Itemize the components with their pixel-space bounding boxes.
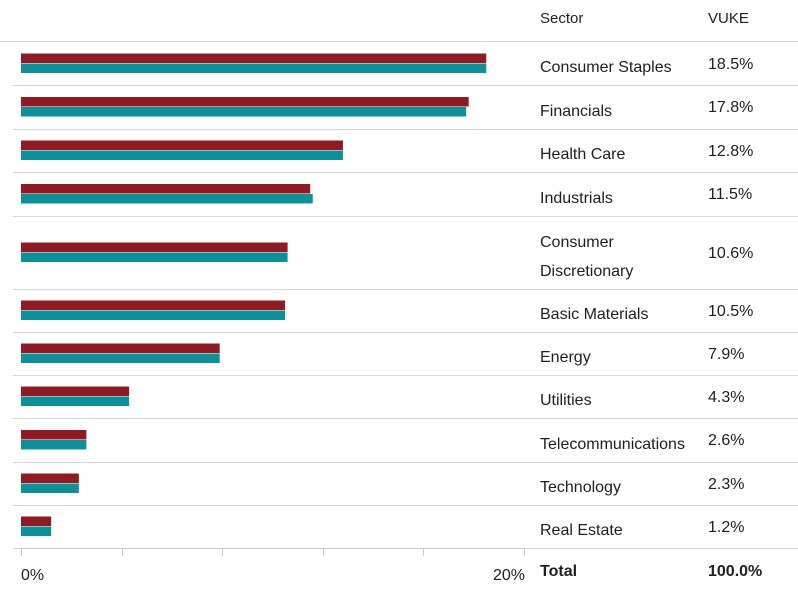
value-label: 10.5%	[708, 302, 754, 320]
bar-series-2-9	[21, 483, 79, 493]
bar-series-2-5	[21, 310, 286, 320]
value-label: 1.2%	[708, 518, 745, 536]
category-label-line: Financials	[540, 102, 613, 120]
value-label: 12.8%	[708, 142, 754, 160]
header-sector: Sector	[540, 10, 584, 27]
category-label: Industrials	[540, 184, 710, 213]
header-fund: VUKE	[708, 10, 749, 27]
bar-series-1-5	[21, 300, 286, 310]
value-label: 2.6%	[708, 432, 745, 449]
bar-series-1-2	[21, 140, 343, 150]
category-label-line: Telecommunications	[540, 435, 685, 453]
bar-series-1-10	[21, 516, 52, 526]
bar-series-2-6	[21, 353, 220, 363]
bar-series-1-0	[21, 53, 487, 63]
x-tick-label-max: 20%	[493, 567, 525, 584]
bar-series-2-4	[21, 252, 288, 262]
category-label: Utilities	[540, 386, 710, 415]
value-label: 10.6%	[708, 244, 754, 262]
bar-series-1-4	[21, 242, 288, 252]
bar-series-2-1	[21, 107, 467, 117]
bar-series-1-1	[21, 97, 469, 107]
category-label-line: Consumer	[540, 233, 614, 251]
category-label: Basic Materials	[540, 300, 710, 329]
category-label-line: Real Estate	[540, 522, 623, 539]
bar-series-1-3	[21, 184, 311, 194]
bar-series-1-7	[21, 386, 130, 396]
bar-series-1-8	[21, 430, 87, 440]
value-label: 17.8%	[708, 99, 754, 116]
value-label: 18.5%	[708, 55, 754, 73]
bar-series-2-2	[21, 150, 343, 160]
category-label: Consumer Discretionary	[540, 228, 710, 286]
value-label: 4.3%	[708, 388, 745, 406]
category-label-line: Basic Materials	[540, 306, 649, 323]
value-label: 2.3%	[708, 475, 745, 493]
category-label-line: Utilities	[540, 392, 592, 409]
value-label: 11.5%	[708, 186, 753, 203]
bar-series-1-9	[21, 473, 79, 483]
category-label: Telecommunications	[540, 430, 710, 459]
category-label-line: Energy	[540, 349, 591, 366]
category-label: Health Care	[540, 140, 710, 169]
category-label: Technology	[540, 473, 710, 502]
category-label-line: Health Care	[540, 146, 626, 163]
category-label: Energy	[540, 343, 710, 372]
category-label: Real Estate	[540, 516, 710, 545]
category-label-line: Technology	[540, 479, 621, 496]
bar-series-2-3	[21, 194, 313, 204]
category-label-line: Consumer Staples	[540, 59, 672, 76]
bar-series-2-0	[21, 63, 487, 73]
category-label: Financials	[540, 97, 710, 126]
bar-series-2-8	[21, 440, 87, 450]
bar-series-2-10	[21, 526, 52, 536]
total-label: Total	[540, 563, 578, 580]
category-label: Consumer Staples	[540, 53, 710, 82]
bar-series-2-7	[21, 396, 130, 406]
bar-series-1-6	[21, 343, 220, 353]
category-label-line: Industrials	[540, 189, 613, 207]
category-label-line: Discretionary	[540, 262, 634, 280]
value-label: 7.9%	[708, 345, 745, 363]
total-value: 100.0%	[708, 563, 763, 580]
x-tick-label-min: 0%	[21, 567, 44, 584]
